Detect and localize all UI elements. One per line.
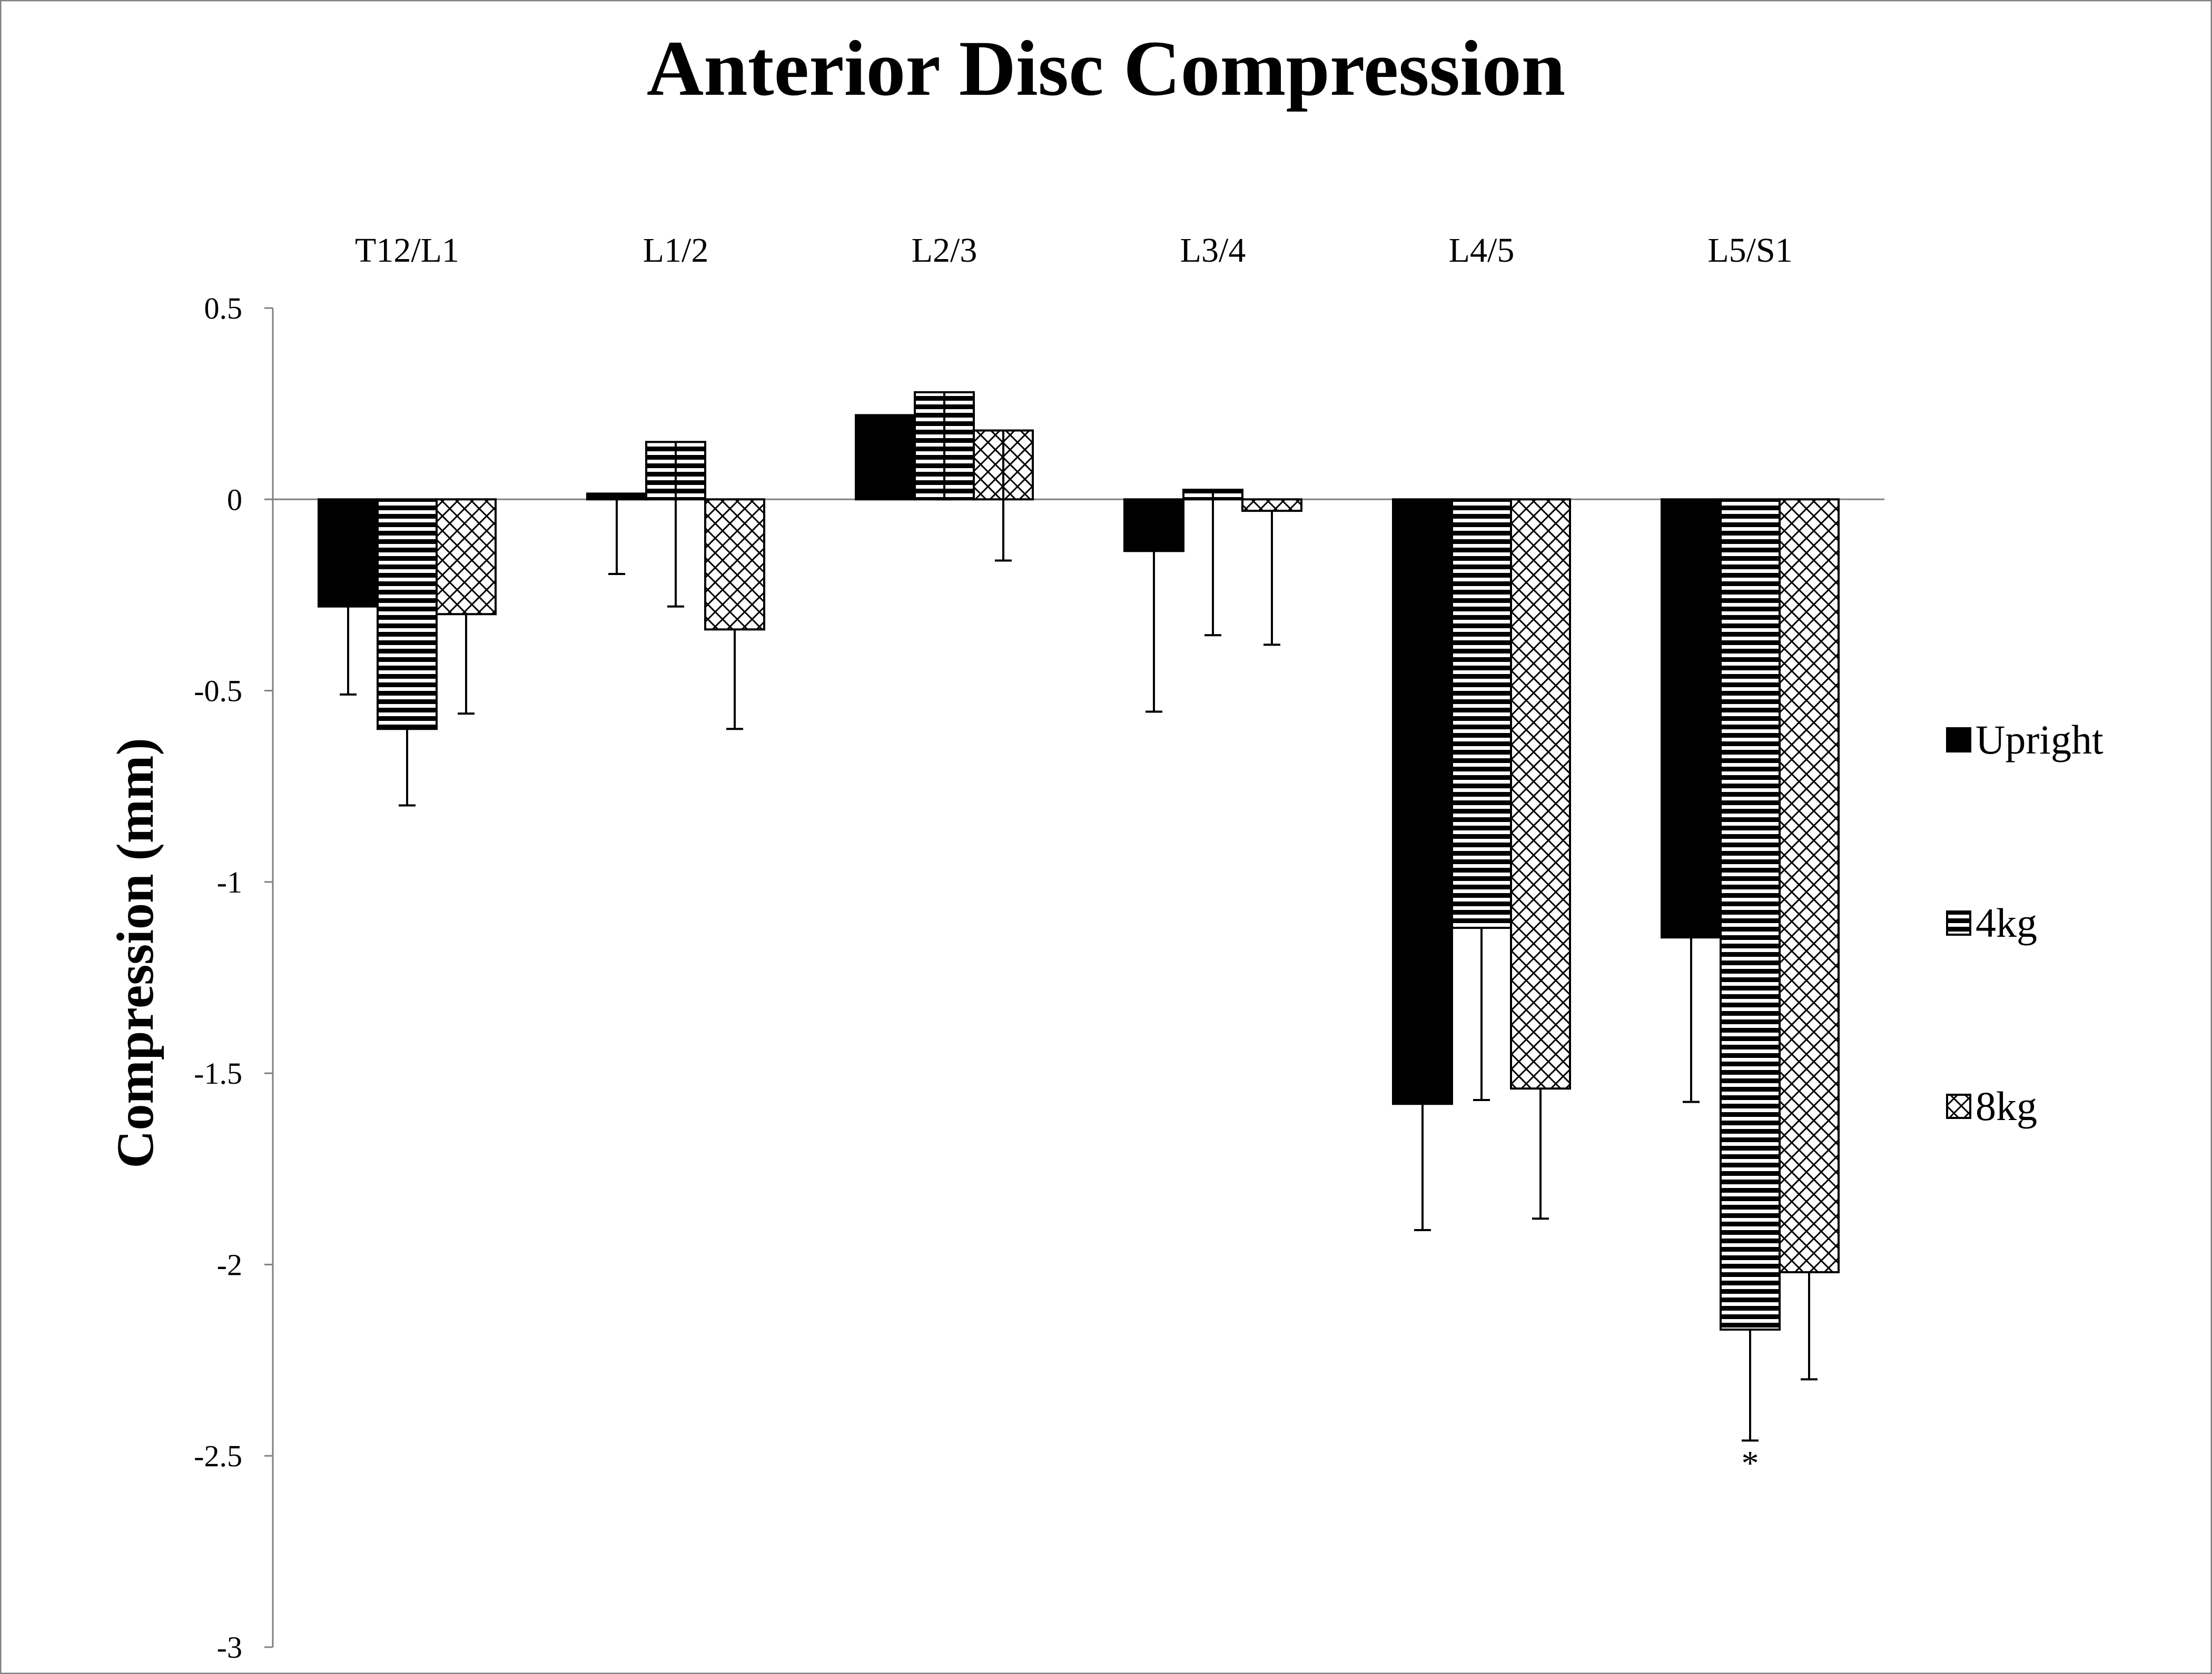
legend-swatch	[1946, 727, 1971, 752]
bar	[1779, 498, 1840, 1273]
y-tick-label: 0	[227, 482, 242, 517]
bar	[1510, 498, 1571, 1090]
y-tick-label: 0.5	[204, 291, 243, 325]
legend-swatch	[1946, 1094, 1971, 1119]
bar	[1720, 498, 1781, 1331]
bar	[704, 498, 765, 631]
legend-label: Upright	[1976, 717, 2104, 762]
bar	[436, 498, 497, 616]
error-bars	[340, 392, 1818, 1442]
category-label: L4/5	[1449, 231, 1515, 270]
significance-marker: *	[1742, 1444, 1759, 1483]
y-axis: 0.5 0 -0.5 -1 -1.5 -2 -2.5 -3	[194, 291, 274, 1665]
category-label: L3/4	[1180, 231, 1246, 270]
y-tick-label: -0.5	[194, 674, 242, 708]
category-label: L1/2	[643, 231, 709, 270]
y-tick-label: -1.5	[194, 1056, 242, 1091]
y-tick-label: -3	[217, 1630, 242, 1665]
category-labels: T12/L1 L1/2 L2/3 L3/4 L4/5 L5/S1	[355, 231, 1793, 270]
y-axis-label: Compression (mm)	[106, 738, 164, 1168]
bar	[1392, 498, 1453, 1105]
bars	[318, 391, 1840, 1331]
category-label: T12/L1	[355, 231, 459, 270]
bar	[1661, 498, 1722, 939]
chart-title: Anterior Disc Compression	[647, 25, 1565, 112]
y-tick-label: -1	[217, 865, 242, 899]
legend: Upright 4kg 8kg	[1946, 717, 2104, 1129]
legend-swatch	[1946, 910, 1971, 936]
bar	[1123, 498, 1184, 552]
legend-label: 8kg	[1976, 1083, 2037, 1129]
bar	[855, 414, 916, 501]
category-label: L5/S1	[1707, 231, 1792, 270]
bar	[318, 498, 379, 608]
y-tick-label: -2	[217, 1247, 242, 1282]
category-label: L2/3	[912, 231, 977, 270]
bar	[377, 498, 438, 730]
bar	[1241, 498, 1302, 512]
annotations: *	[1742, 1444, 1759, 1483]
y-tick-label: -2.5	[194, 1439, 242, 1473]
legend-label: 4kg	[1976, 900, 2037, 946]
bar	[1451, 498, 1512, 929]
